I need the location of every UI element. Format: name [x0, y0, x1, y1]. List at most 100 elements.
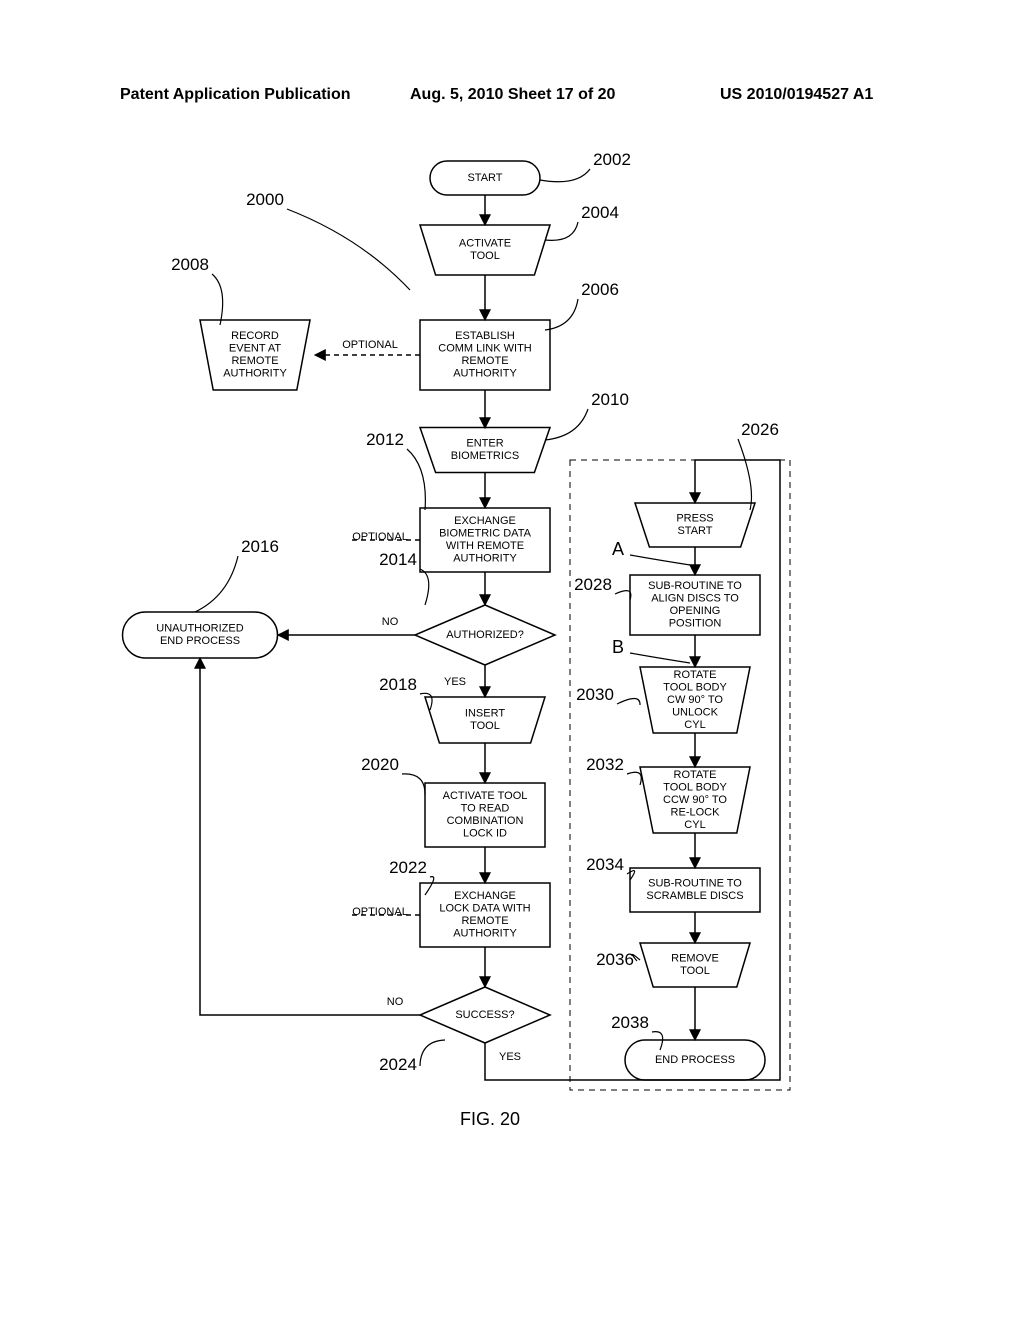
- flow-node: SUB-ROUTINE TOSCRAMBLE DISCS: [630, 868, 760, 912]
- svg-text:UNLOCK: UNLOCK: [672, 706, 719, 718]
- flow-node: PRESSSTART: [635, 503, 755, 547]
- svg-text:ENTER: ENTER: [466, 438, 503, 450]
- svg-text:SUCCESS?: SUCCESS?: [455, 1009, 514, 1021]
- leader-line: [420, 569, 429, 605]
- svg-text:TOOL: TOOL: [470, 720, 500, 732]
- flowchart-svg: OPTIONALNOYESNOYESSTARTACTIVATETOOLESTAB…: [0, 0, 1024, 1320]
- svg-text:ESTABLISH: ESTABLISH: [455, 330, 515, 342]
- leader-line: [425, 877, 434, 895]
- flow-node: UNAUTHORIZEDEND PROCESS: [123, 612, 278, 658]
- leader-line: [287, 209, 410, 290]
- svg-text:UNAUTHORIZED: UNAUTHORIZED: [156, 623, 243, 635]
- flow-edge: [200, 658, 420, 1015]
- header-right: US 2010/0194527 A1: [720, 86, 873, 104]
- flow-node: INSERTTOOL: [425, 697, 545, 743]
- svg-text:SCRAMBLE DISCS: SCRAMBLE DISCS: [646, 890, 743, 902]
- svg-text:EVENT AT: EVENT AT: [229, 343, 281, 355]
- ref-label: 2002: [593, 150, 631, 169]
- svg-text:END PROCESS: END PROCESS: [160, 635, 240, 647]
- svg-text:END PROCESS: END PROCESS: [655, 1054, 735, 1066]
- svg-text:SUB-ROUTINE TO: SUB-ROUTINE TO: [648, 878, 742, 890]
- flow-node: ESTABLISHCOMM LINK WITHREMOTEAUTHORITY: [420, 320, 550, 390]
- edge-label: NO: [382, 616, 399, 628]
- ref-label: 2032: [586, 755, 624, 774]
- edge-label: OPTIONAL: [342, 339, 398, 351]
- flow-node: EXCHANGELOCK DATA WITHREMOTEAUTHORITY: [420, 883, 550, 947]
- svg-text:CYL: CYL: [684, 819, 705, 831]
- flow-node: RECORDEVENT ATREMOTEAUTHORITY: [200, 320, 310, 390]
- svg-text:TOOL: TOOL: [680, 965, 710, 977]
- svg-text:LOCK ID: LOCK ID: [463, 828, 507, 840]
- svg-text:WITH REMOTE: WITH REMOTE: [446, 540, 524, 552]
- ref-label: 2038: [611, 1013, 649, 1032]
- svg-text:OPENING: OPENING: [670, 605, 721, 617]
- svg-text:ROTATE: ROTATE: [674, 669, 717, 681]
- svg-text:LOCK DATA WITH: LOCK DATA WITH: [439, 903, 530, 915]
- svg-text:AUTHORIZED?: AUTHORIZED?: [446, 629, 524, 641]
- leader-line: [627, 772, 641, 785]
- svg-text:COMM LINK WITH: COMM LINK WITH: [438, 343, 532, 355]
- edge-label: YES: [499, 1051, 521, 1063]
- svg-text:CW 90° TO: CW 90° TO: [667, 694, 723, 706]
- svg-text:REMOTE: REMOTE: [231, 355, 278, 367]
- svg-text:ACTIVATE TOOL: ACTIVATE TOOL: [443, 790, 528, 802]
- header-mid: Aug. 5, 2010 Sheet 17 of 20: [410, 86, 615, 104]
- ref-label: 2004: [581, 203, 619, 222]
- ref-label: 2030: [576, 685, 614, 704]
- svg-text:RECORD: RECORD: [231, 330, 279, 342]
- svg-text:INSERT: INSERT: [465, 708, 505, 720]
- svg-text:CYL: CYL: [684, 719, 705, 731]
- svg-text:AUTHORITY: AUTHORITY: [453, 928, 517, 940]
- svg-text:EXCHANGE: EXCHANGE: [454, 515, 516, 527]
- figure-label: FIG. 20: [460, 1109, 520, 1129]
- leader-line: [630, 653, 690, 663]
- flow-node: END PROCESS: [625, 1040, 765, 1080]
- svg-text:TOOL BODY: TOOL BODY: [663, 781, 727, 793]
- leader-line: [615, 591, 631, 600]
- svg-text:TO READ: TO READ: [461, 803, 510, 815]
- ref-label: 2012: [366, 430, 404, 449]
- edge-label: YES: [444, 676, 466, 688]
- svg-text:ROTATE: ROTATE: [674, 769, 717, 781]
- flow-node: REMOVETOOL: [640, 943, 750, 987]
- svg-text:BIOMETRIC DATA: BIOMETRIC DATA: [439, 528, 532, 540]
- svg-text:AUTHORITY: AUTHORITY: [453, 553, 517, 565]
- ref-label: 2008: [171, 255, 209, 274]
- leader-line: [212, 274, 223, 325]
- svg-text:POSITION: POSITION: [669, 618, 722, 630]
- flow-node: ROTATETOOL BODYCW 90° TOUNLOCKCYL: [640, 667, 750, 733]
- optional-label: OPTIONAL: [352, 531, 408, 543]
- leader-line: [540, 169, 590, 182]
- svg-text:REMOTE: REMOTE: [461, 355, 508, 367]
- leader-line: [407, 449, 425, 510]
- leader-line: [195, 556, 238, 612]
- leader-line: [420, 1040, 445, 1066]
- leader-line: [617, 698, 640, 705]
- leader-line: [545, 409, 588, 440]
- leader-line: [738, 439, 752, 510]
- svg-text:START: START: [467, 172, 502, 184]
- ref-label: 2034: [586, 855, 624, 874]
- page: Patent Application Publication Aug. 5, 2…: [0, 0, 1024, 1320]
- ref-label: 2036: [596, 950, 634, 969]
- flow-node: ROTATETOOL BODYCCW 90° TORE-LOCKCYL: [640, 767, 750, 833]
- optional-label: OPTIONAL: [352, 906, 408, 918]
- leader-line: [402, 774, 425, 795]
- svg-text:CCW 90° TO: CCW 90° TO: [663, 794, 727, 806]
- ref-label: 2006: [581, 280, 619, 299]
- flow-node: ENTERBIOMETRICS: [420, 428, 550, 473]
- svg-text:REMOVE: REMOVE: [671, 953, 719, 965]
- flow-node: START: [430, 161, 540, 195]
- inline-letter: A: [612, 539, 624, 559]
- ref-label: 2028: [574, 575, 612, 594]
- svg-text:REMOTE: REMOTE: [461, 915, 508, 927]
- svg-text:START: START: [677, 525, 712, 537]
- ref-label: 2024: [379, 1055, 417, 1074]
- flow-node: ACTIVATE TOOLTO READCOMBINATIONLOCK ID: [425, 783, 545, 847]
- svg-text:BIOMETRICS: BIOMETRICS: [451, 450, 519, 462]
- ref-label: 2022: [389, 858, 427, 877]
- svg-text:SUB-ROUTINE TO: SUB-ROUTINE TO: [648, 580, 742, 592]
- svg-text:ALIGN DISCS TO: ALIGN DISCS TO: [651, 593, 739, 605]
- flow-node: EXCHANGEBIOMETRIC DATAWITH REMOTEAUTHORI…: [420, 508, 550, 572]
- flow-node: SUB-ROUTINE TOALIGN DISCS TOOPENINGPOSIT…: [630, 575, 760, 635]
